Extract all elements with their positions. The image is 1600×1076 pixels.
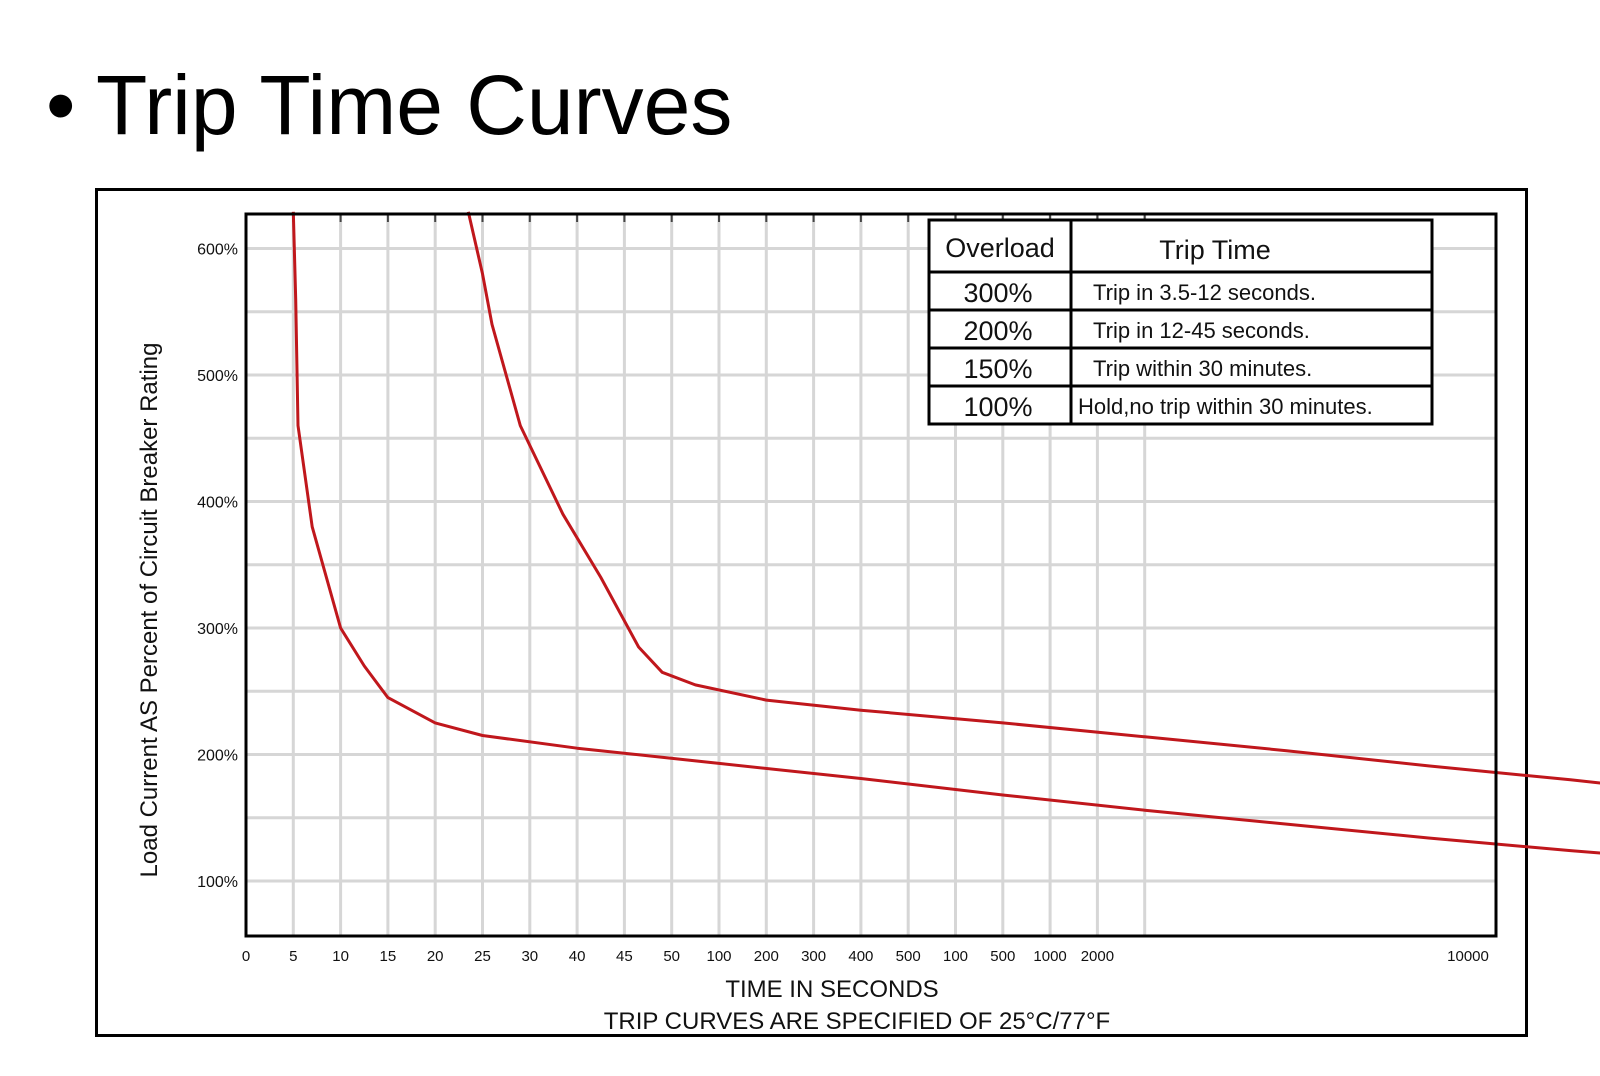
title-bullet: • [46, 58, 76, 152]
table-cell-trip-time: Trip in 12-45 seconds. [1093, 318, 1310, 343]
max-trip-curve [466, 211, 1600, 785]
x-axis-label: TIME IN SECONDS [725, 976, 938, 1003]
x-tick-label: 5 [289, 948, 297, 965]
min-trip-curve [291, 211, 1600, 855]
table-cell-overload: 100% [963, 392, 1032, 422]
x-tick-label: 40 [569, 948, 586, 965]
x-tick-label: 100 [943, 948, 968, 965]
table-cell-trip-time: Trip in 3.5-12 seconds. [1093, 280, 1316, 305]
curves [291, 211, 1600, 855]
chart-frame [95, 188, 1528, 1037]
x-tick-label: 50 [663, 948, 680, 965]
x-tick-label: 300 [801, 948, 826, 965]
table-cell-overload: 200% [963, 316, 1032, 346]
y-tick-label: 200% [197, 748, 238, 765]
table-cell-overload: 300% [963, 278, 1032, 308]
x-tick-label: 20 [427, 948, 444, 965]
x-tick-label: 10 [332, 948, 349, 965]
title-text: Trip Time Curves [96, 58, 733, 152]
table-cell-trip-time: Trip within 30 minutes. [1093, 356, 1312, 381]
y-tick-label: 300% [197, 621, 238, 638]
x-tick-label: 2000 [1081, 948, 1114, 965]
y-tick-label: 100% [197, 874, 238, 891]
slide-title: • Trip Time Curves [46, 50, 732, 160]
table-header-overload: Overload [945, 233, 1055, 263]
x-axis-note: TRIP CURVES ARE SPECIFIED OF 25°C/77°F [604, 1008, 1110, 1035]
x-tick-label: 10000 [1447, 948, 1489, 965]
x-tick-label: 45 [616, 948, 633, 965]
x-tick-label: 100 [706, 948, 731, 965]
y-axis-label: Load Current AS Percent of Circuit Break… [136, 343, 163, 878]
table-cell-overload: 150% [963, 354, 1032, 384]
x-tick-label: 200 [754, 948, 779, 965]
y-tick-label: 600% [197, 242, 238, 259]
x-tick-label: 400 [848, 948, 873, 965]
x-tick-labels: 0 5 10 15 20 25 30 40 45 50 100 200 300 400 500 100 500 1… [242, 948, 1489, 965]
x-tick-label: 0 [242, 948, 250, 965]
y-tick-labels: 100% 200% 300% 400% 500% 600% [197, 242, 238, 892]
x-tick-label: 30 [521, 948, 538, 965]
trip-time-table: Overload Trip Time 300% Trip in 3.5-12 seco… [927, 218, 1434, 426]
table-header-trip-time: Trip Time [1159, 235, 1271, 265]
x-tick-label: 1000 [1033, 948, 1066, 965]
x-tick-label: 500 [896, 948, 921, 965]
table-box [927, 218, 1434, 426]
y-tick-label: 400% [197, 495, 238, 512]
x-tick-label: 15 [380, 948, 397, 965]
x-tick-label: 25 [474, 948, 491, 965]
plot-border [244, 212, 1498, 938]
x-tick-label: 500 [990, 948, 1015, 965]
table-cell-trip-time: Hold,no trip within 30 minutes. [1078, 394, 1373, 419]
y-tick-label: 500% [197, 368, 238, 385]
